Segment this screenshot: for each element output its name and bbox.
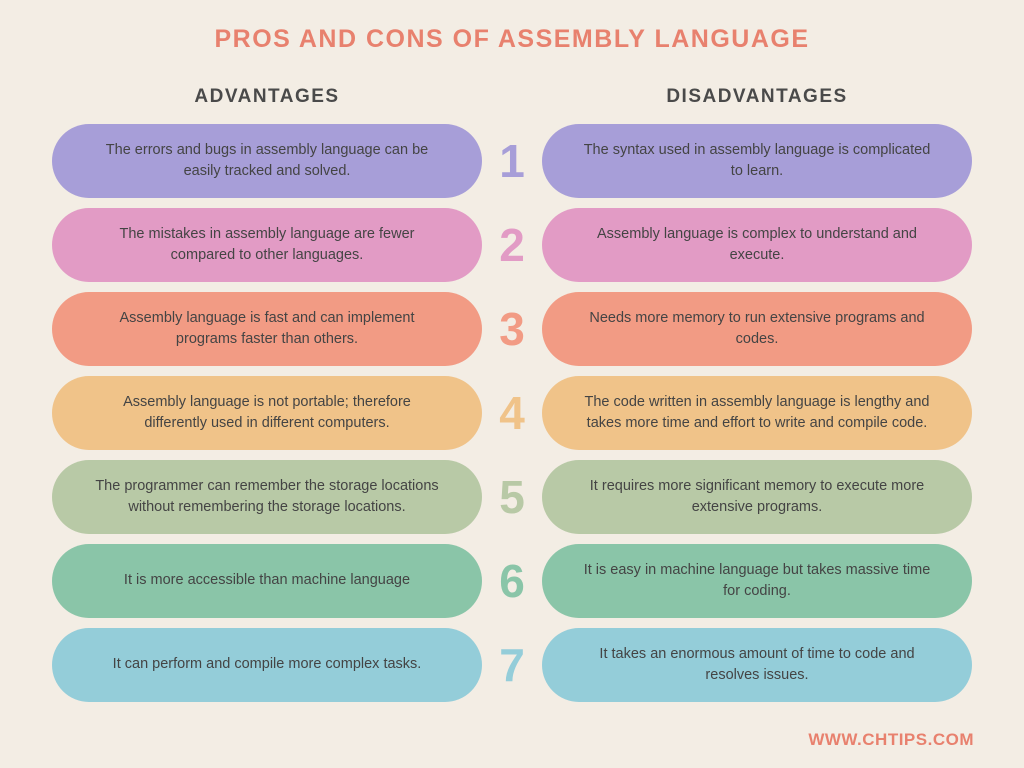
disadvantage-pill-1: The syntax used in assembly language is … (542, 124, 972, 198)
disadvantages-column: DISADVANTAGES The syntax used in assembl… (542, 86, 972, 712)
footer-url: WWW.CHTIPS.COM (808, 730, 974, 750)
row-number-7: 7 (499, 628, 525, 702)
advantage-pill-5: The programmer can remember the storage … (52, 460, 482, 534)
row-number-5: 5 (499, 460, 525, 534)
advantages-header: ADVANTAGES (52, 86, 482, 108)
row-number-6: 6 (499, 544, 525, 618)
advantage-pill-2: The mistakes in assembly language are fe… (52, 208, 482, 282)
advantage-pill-3: Assembly language is fast and can implem… (52, 292, 482, 366)
advantage-pill-4: Assembly language is not portable; there… (52, 376, 482, 450)
row-number-3: 3 (499, 292, 525, 366)
disadvantage-pill-7: It takes an enormous amount of time to c… (542, 628, 972, 702)
disadvantage-pill-5: It requires more significant memory to e… (542, 460, 972, 534)
columns-container: ADVANTAGES The errors and bugs in assemb… (40, 86, 984, 712)
disadvantage-pill-3: Needs more memory to run extensive progr… (542, 292, 972, 366)
row-number-1: 1 (499, 124, 525, 198)
main-title: PROS AND CONS OF ASSEMBLY LANGUAGE (40, 25, 984, 54)
advantage-pill-7: It can perform and compile more complex … (52, 628, 482, 702)
advantage-pill-6: It is more accessible than machine langu… (52, 544, 482, 618)
advantages-column: ADVANTAGES The errors and bugs in assemb… (52, 86, 482, 712)
row-number-2: 2 (499, 208, 525, 282)
row-number-4: 4 (499, 376, 525, 450)
advantage-pill-1: The errors and bugs in assembly language… (52, 124, 482, 198)
disadvantage-pill-6: It is easy in machine language but takes… (542, 544, 972, 618)
disadvantage-pill-4: The code written in assembly language is… (542, 376, 972, 450)
number-column: 1 2 3 4 5 6 7 (482, 124, 542, 712)
disadvantages-header: DISADVANTAGES (542, 86, 972, 108)
disadvantage-pill-2: Assembly language is complex to understa… (542, 208, 972, 282)
